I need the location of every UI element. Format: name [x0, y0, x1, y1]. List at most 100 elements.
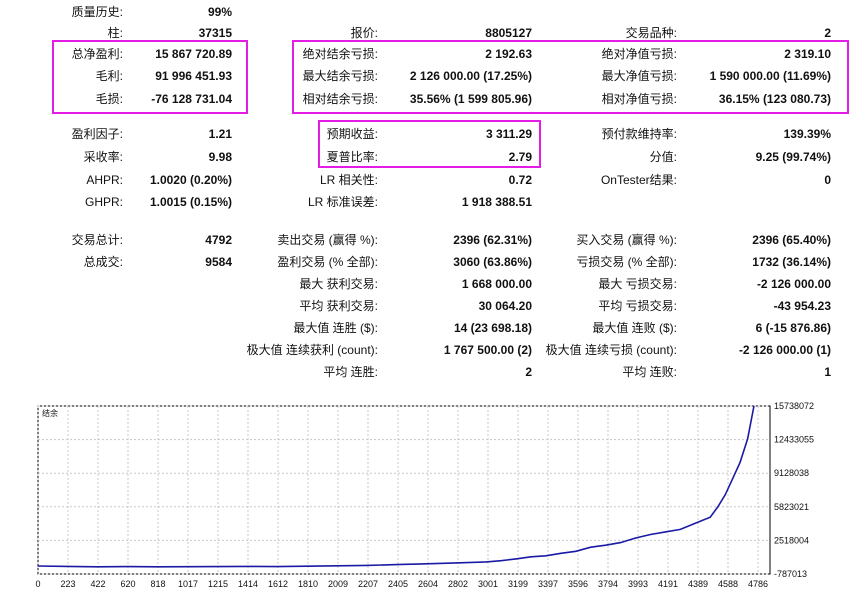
stat-value: -76 128 731.04	[151, 92, 232, 106]
x-tick-label: 4588	[718, 579, 738, 589]
x-tick-label: 4786	[748, 579, 768, 589]
balance-series-point	[560, 552, 562, 554]
y-tick-label: 9128038	[774, 468, 809, 478]
balance-series-point	[97, 566, 99, 568]
stat-value: 37315	[198, 26, 232, 40]
balance-series-point	[649, 533, 652, 536]
x-tick-label: 223	[60, 579, 75, 589]
stat-value: 2396 (62.31%)	[453, 233, 532, 247]
stat-value: 139.39%	[783, 127, 831, 141]
stat-label: 交易总计:	[71, 233, 123, 247]
stat-label: 最大值 连败 ($):	[592, 321, 677, 335]
stat-label: 最大值 连胜 ($):	[293, 321, 378, 335]
balance-series-point	[634, 537, 637, 539]
stat-label: 报价:	[350, 26, 378, 40]
x-tick-label: 3199	[508, 579, 528, 589]
stat-label: 柱:	[107, 26, 123, 40]
stat-label: 平均 连胜:	[323, 365, 378, 379]
balance-series-point	[620, 542, 622, 544]
balance-series-point	[216, 566, 218, 568]
balance-series-point	[276, 566, 278, 568]
stat-value: 35.56% (1 599 805.96)	[409, 92, 532, 106]
stat-label: 质量历史:	[71, 5, 123, 19]
stat-label: 绝对净值亏损:	[601, 47, 677, 61]
balance-series-point	[485, 561, 487, 563]
stat-label: 总净盈利:	[71, 47, 123, 61]
stat-label: 夏普比率:	[326, 150, 378, 164]
balance-series-point	[664, 531, 667, 533]
stat-value: 3 311.29	[485, 127, 532, 141]
balance-series-point	[732, 477, 734, 480]
balance-series-point	[306, 565, 308, 567]
stat-value: 1732 (36.14%)	[752, 255, 831, 269]
stat-label: 卖出交易 (赢得 %):	[277, 233, 378, 247]
stat-value: -43 954.23	[773, 299, 831, 313]
stat-value: 2	[525, 365, 532, 379]
stat-value: 91 996 451.93	[155, 69, 232, 83]
stat-value: 1 918 388.51	[461, 195, 532, 209]
y-tick-label: 12433055	[774, 435, 814, 445]
highlight-box-net-profit	[52, 40, 248, 114]
stat-label: 最大净值亏损:	[601, 69, 677, 83]
stat-label: 毛损:	[95, 92, 123, 106]
x-tick-label: 0	[35, 579, 40, 589]
plot-frame	[37, 405, 771, 575]
balance-series-point	[575, 550, 577, 552]
stat-value: 1 767 500.00 (2)	[443, 343, 532, 357]
stat-value: 1.0020 (0.20%)	[149, 173, 232, 187]
x-tick-label: 1810	[298, 579, 318, 589]
stat-value: 9584	[205, 255, 232, 269]
stat-label: GHPR:	[84, 195, 123, 209]
stat-label: 极大值 连续获利 (count):	[246, 343, 378, 357]
stat-label: 预期收益:	[326, 127, 378, 141]
stat-value: 6 (-15 876.86)	[755, 321, 831, 335]
legend-label: 结余	[42, 408, 58, 418]
stat-value: 0.72	[508, 173, 532, 187]
x-tick-label: 2604	[418, 579, 438, 589]
stat-value: 36.15% (123 080.73)	[718, 92, 831, 106]
stat-label: 盈利交易 (% 全部):	[277, 255, 378, 269]
stat-label: 最大 亏损交易:	[598, 277, 677, 291]
balance-series-point	[395, 563, 398, 566]
stat-label: 绝对结余亏损:	[302, 47, 378, 61]
balance-series-point	[590, 546, 592, 548]
balance-series-point	[127, 566, 129, 568]
stat-value: 2.79	[508, 150, 532, 164]
x-tick-label: 4389	[688, 579, 708, 589]
stat-value: 15 867 720.89	[155, 47, 232, 61]
x-tick-label: 620	[120, 579, 135, 589]
balance-series-point	[425, 563, 428, 565]
stat-value: 1	[824, 365, 831, 379]
stat-label: LR 相关性:	[319, 173, 378, 187]
stat-value: 8805127	[485, 26, 532, 40]
stat-label: 亏损交易 (% 全部):	[576, 255, 677, 269]
stat-label: 平均 亏损交易:	[598, 299, 677, 313]
balance-series-point	[500, 560, 502, 562]
balance-series-point	[37, 565, 39, 567]
balance-series-point	[545, 555, 547, 557]
stat-value: 1.21	[208, 127, 232, 141]
stat-label: 采收率:	[83, 150, 123, 164]
stat-label: 总成交:	[83, 255, 123, 269]
balance-series-point	[67, 565, 69, 568]
x-tick-label: 818	[150, 579, 165, 589]
x-tick-label: 3794	[598, 579, 618, 589]
stat-label: 相对结余亏损:	[302, 92, 378, 106]
x-tick-label: 2405	[388, 579, 408, 589]
balance-series-point	[746, 438, 749, 440]
balance-series-point	[336, 565, 338, 567]
x-tick-label: 422	[90, 579, 105, 589]
stat-label: 平均 获利交易:	[299, 299, 378, 313]
stat-value: 30 064.20	[478, 299, 532, 313]
stat-value: 14 (23 698.18)	[453, 321, 532, 335]
balance-series-point	[753, 405, 755, 407]
stat-value: 9.98	[208, 150, 232, 164]
stat-label: 买入交易 (赢得 %):	[576, 233, 677, 247]
stat-value: 2396 (65.40%)	[752, 233, 831, 247]
stat-label: 盈利因子:	[71, 127, 123, 141]
x-tick-label: 4191	[658, 579, 678, 589]
stat-value: 1.0015 (0.15%)	[149, 195, 232, 209]
stat-label: 相对净值亏损:	[601, 92, 677, 106]
stat-value: 99%	[207, 5, 232, 19]
stat-value: 9.25 (99.74%)	[755, 150, 831, 164]
